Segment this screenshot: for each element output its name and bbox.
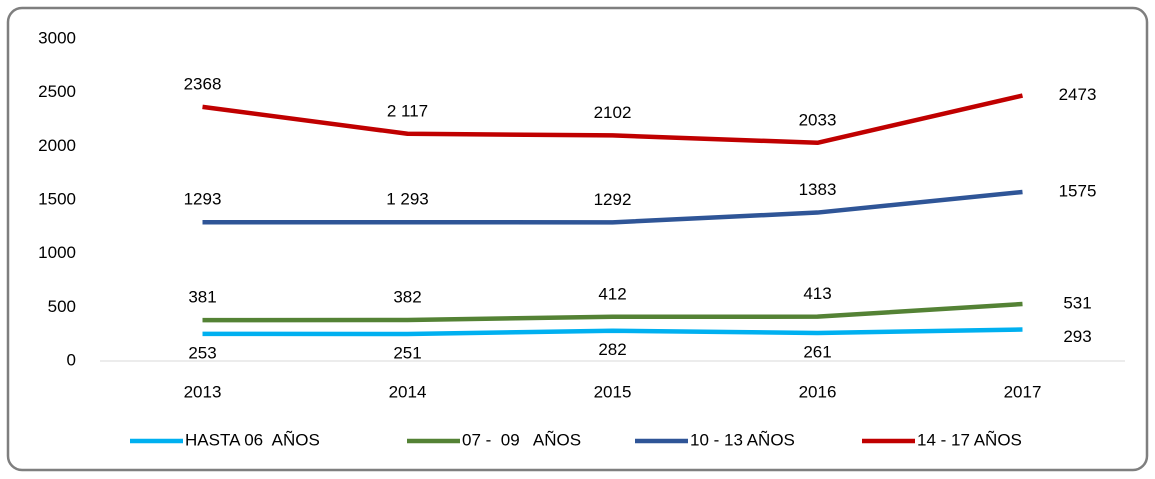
x-tick-label: 2017 [1004, 382, 1042, 401]
series-line [202, 301, 1023, 323]
chart-frame [6, 6, 1149, 472]
y-tick-label: 1000 [38, 243, 76, 262]
data-label: 251 [393, 344, 421, 363]
data-label: 2102 [594, 103, 632, 122]
y-tick-label: 3000 [38, 28, 76, 47]
legend-label: 14 - 17 AÑOS [917, 430, 1022, 449]
legend-label: HASTA 06 AÑOS [185, 430, 320, 449]
data-label: 2033 [799, 110, 837, 129]
data-label: 381 [188, 288, 216, 307]
y-tick-label: 2500 [38, 82, 76, 101]
legend-label: 07 - 09 AÑOS [462, 430, 581, 449]
x-tick-label: 2016 [799, 382, 837, 401]
series-line [202, 93, 1024, 146]
data-label: 1 293 [386, 190, 429, 209]
legend-label: 10 - 13 AÑOS [690, 430, 795, 449]
y-tick-label: 2000 [38, 136, 76, 155]
x-tick-label: 2014 [389, 382, 427, 401]
data-label: 1292 [594, 190, 632, 209]
data-label: 531 [1063, 293, 1091, 312]
data-label: 2 117 [387, 101, 428, 120]
data-label: 2368 [184, 74, 222, 93]
y-tick-label: 0 [67, 350, 76, 369]
x-tick-label: 2013 [184, 382, 222, 401]
data-label: 1293 [184, 190, 222, 209]
data-label: 382 [393, 287, 421, 306]
series-line [202, 189, 1023, 225]
y-tick-label: 1500 [38, 189, 76, 208]
data-label: 261 [803, 342, 831, 361]
x-tick-label: 2015 [594, 382, 632, 401]
data-label: 412 [598, 284, 626, 303]
data-label: 413 [803, 284, 831, 303]
data-label: 1383 [799, 180, 837, 199]
series-line [202, 327, 1023, 337]
data-label: 1575 [1059, 181, 1097, 200]
data-label: 2473 [1059, 85, 1097, 104]
y-tick-label: 500 [48, 297, 76, 316]
data-label: 293 [1063, 327, 1091, 346]
data-label: 282 [598, 340, 626, 359]
data-label: 253 [188, 343, 216, 362]
